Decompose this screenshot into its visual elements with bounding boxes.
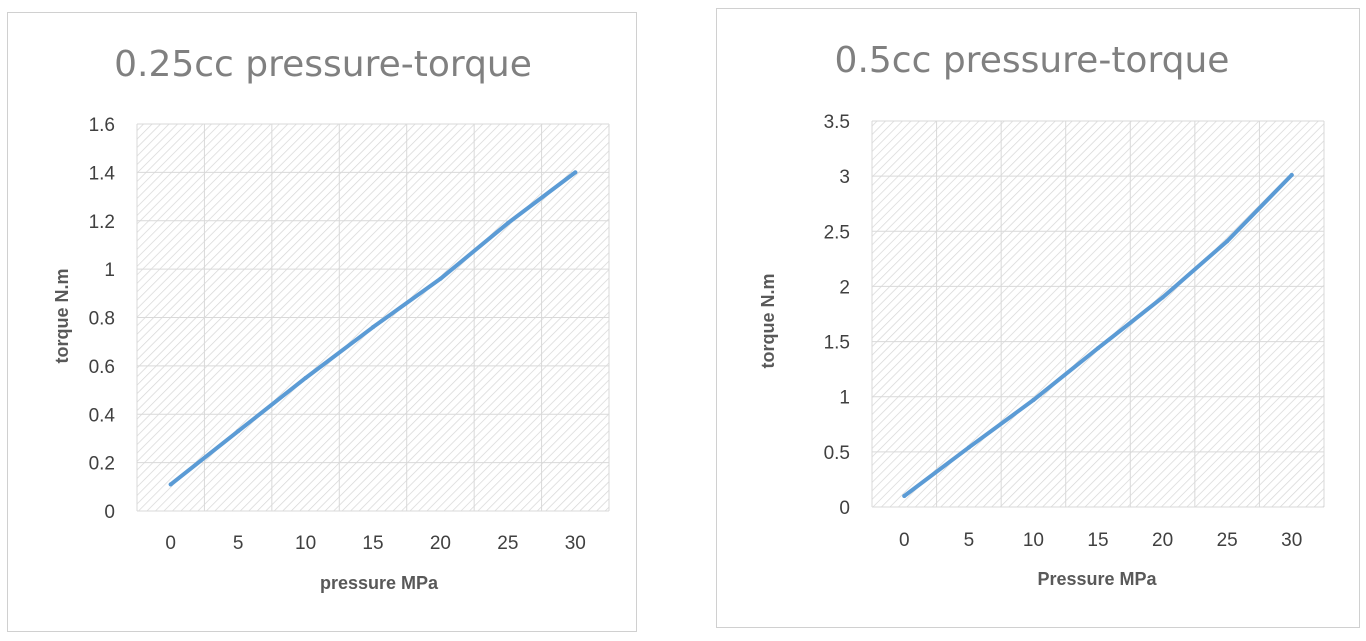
chart-0.25cc-svg: 0.25cc pressure-torque 0 0.2 0.4 0.6 0.8 1 1.2… (52, 44, 610, 593)
y-tick-label: 0.6 (89, 357, 115, 378)
y-tick-label: 1.2 (89, 212, 115, 233)
x-tick-label: 5 (233, 533, 244, 554)
data-point (902, 493, 907, 498)
data-point (303, 375, 308, 380)
data-point (1225, 239, 1230, 244)
data-point (573, 170, 578, 175)
chart-panel-0.5cc: 0.5cc pressure-torque 0 0.5 1 1.5 2 2.5 3 3.5 0 5… (716, 8, 1360, 628)
plot-area: 0 0.5 1 1.5 2 2.5 3 3.5 0 5 10 15 20 25 30 (824, 112, 1325, 551)
data-point (1031, 398, 1036, 403)
x-tick-label: 25 (1217, 530, 1238, 551)
y-tick-label: 0.2 (89, 454, 115, 475)
y-axis-label: torque N.m (758, 273, 778, 368)
x-tick-label: 25 (497, 533, 518, 554)
y-tick-label: 3 (839, 167, 850, 188)
data-point (371, 325, 375, 330)
y-tick-label: 0.8 (89, 309, 115, 330)
data-point (505, 221, 510, 226)
y-tick-label: 0.4 (89, 405, 116, 426)
y-tick-label: 0 (104, 502, 115, 523)
plot-background (872, 121, 1324, 507)
y-tick-label: 2 (839, 277, 850, 298)
x-tick-label: 20 (1152, 530, 1173, 551)
chart-panel-0.25cc: 0.25cc pressure-torque 0 0.2 0.4 0.6 0.8 1 1.2… (7, 12, 637, 632)
data-point (1160, 295, 1165, 300)
y-tick-label: 1.6 (89, 115, 115, 136)
data-point (1289, 173, 1294, 178)
data-point (966, 445, 971, 450)
x-tick-label: 0 (899, 530, 910, 551)
y-tick-label: 1 (104, 260, 115, 281)
y-tick-label: 0.5 (824, 443, 850, 464)
chart-0.5cc-svg: 0.5cc pressure-torque 0 0.5 1 1.5 2 2.5 3 3.5 0 5… (758, 40, 1325, 589)
y-tick-label: 1 (839, 388, 850, 409)
data-point (1096, 346, 1100, 351)
x-axis-label: Pressure MPa (1037, 569, 1157, 589)
y-tick-label: 1.4 (89, 163, 116, 184)
data-point (438, 276, 443, 281)
x-tick-label: 20 (430, 533, 451, 554)
x-tick-label: 0 (165, 533, 176, 554)
x-tick-label: 15 (1087, 530, 1108, 551)
data-point (168, 482, 173, 487)
x-tick-label: 30 (565, 533, 586, 554)
x-tick-label: 10 (1023, 530, 1044, 551)
y-axis-label: torque N.m (52, 268, 72, 363)
x-tick-label: 15 (362, 533, 383, 554)
chart-title: 0.5cc pressure-torque (835, 40, 1230, 81)
x-tick-label: 10 (295, 533, 316, 554)
y-tick-label: 1.5 (824, 333, 850, 354)
x-tick-label: 30 (1281, 530, 1302, 551)
y-tick-label: 0 (839, 498, 850, 519)
y-tick-label: 3.5 (824, 112, 850, 133)
x-tick-label: 5 (964, 530, 975, 551)
data-point (236, 429, 241, 434)
chart-title: 0.25cc pressure-torque (114, 44, 532, 85)
x-axis-label: pressure MPa (320, 573, 439, 593)
plot-area: 0 0.2 0.4 0.6 0.8 1 1.2 1.4 1.6 0 5 10 15 20 25 30 (89, 115, 610, 554)
y-tick-label: 2.5 (824, 222, 850, 243)
